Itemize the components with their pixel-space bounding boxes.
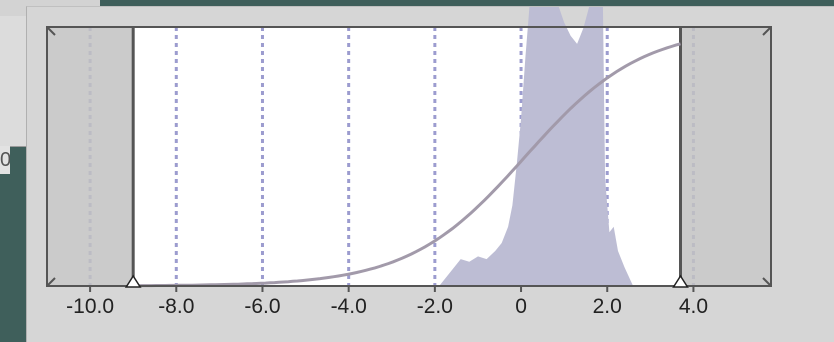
tick-label: 0: [515, 295, 527, 318]
tick-label: -8.0: [158, 295, 194, 318]
high-clip-region: [680, 27, 771, 286]
corner-markers: [46, 26, 772, 287]
low-clip-handle[interactable]: [124, 274, 142, 288]
background-panel-side: [0, 16, 26, 147]
histogram-curve-editor[interactable]: -10.0 -8.0 -6.0 -4.0 -2.0 0 2.0 4.0: [27, 7, 834, 342]
tick-label: -4.0: [331, 295, 367, 318]
tick-label: -6.0: [244, 295, 280, 318]
plot-background: [47, 27, 771, 286]
background-edge-value: 0: [0, 146, 10, 174]
tick-label: -2.0: [417, 295, 453, 318]
x-axis-ticks: -10.0 -8.0 -6.0 -4.0 -2.0 0 2.0 4.0: [66, 286, 708, 318]
tick-label: 2.0: [593, 295, 622, 318]
transfer-curve[interactable]: [133, 42, 681, 288]
tick-label: 4.0: [679, 295, 708, 318]
plot-frame: [46, 26, 772, 287]
histogram-editor-panel: -10.0 -8.0 -6.0 -4.0 -2.0 0 2.0 4.0: [26, 6, 834, 342]
high-clip-handle[interactable]: [672, 274, 689, 288]
tick-label: -10.0: [66, 295, 114, 318]
low-clip-region: [47, 27, 134, 286]
